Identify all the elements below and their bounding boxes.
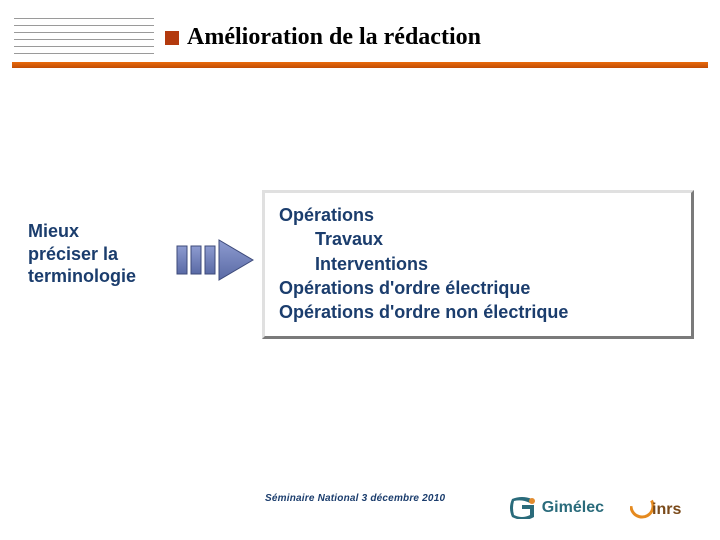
gimelec-mark-icon bbox=[510, 497, 538, 519]
footer-logos: Gimélec inrs bbox=[510, 494, 692, 522]
svg-text:inrs: inrs bbox=[652, 501, 681, 518]
left-caption: Mieux préciser la terminologie bbox=[28, 220, 178, 288]
bullet-square-icon bbox=[165, 31, 179, 45]
slide: Amélioration de la rédaction Mieux préci… bbox=[0, 0, 720, 540]
footer-text: Séminaire National 3 décembre 2010 bbox=[265, 493, 445, 504]
arrow-icon bbox=[175, 238, 255, 282]
detail-box: Opérations Travaux Interventions Opérati… bbox=[262, 190, 694, 339]
gimelec-text: Gimélec bbox=[542, 499, 604, 517]
left-caption-line: préciser la bbox=[28, 243, 178, 266]
detail-line: Interventions bbox=[279, 252, 677, 276]
detail-line: Travaux bbox=[279, 227, 677, 251]
orange-divider bbox=[12, 62, 708, 68]
detail-line: Opérations d'ordre non électrique bbox=[279, 300, 677, 324]
title-row: Amélioration de la rédaction bbox=[165, 24, 481, 51]
detail-line: Opérations d'ordre électrique bbox=[279, 276, 677, 300]
left-caption-line: Mieux bbox=[28, 220, 178, 243]
decorative-lines bbox=[14, 18, 154, 60]
inrs-logo-icon: inrs bbox=[630, 494, 692, 522]
gimelec-logo: Gimélec bbox=[510, 497, 604, 519]
left-caption-line: terminologie bbox=[28, 265, 178, 288]
detail-line: Opérations bbox=[279, 203, 677, 227]
slide-title: Amélioration de la rédaction bbox=[187, 24, 481, 51]
